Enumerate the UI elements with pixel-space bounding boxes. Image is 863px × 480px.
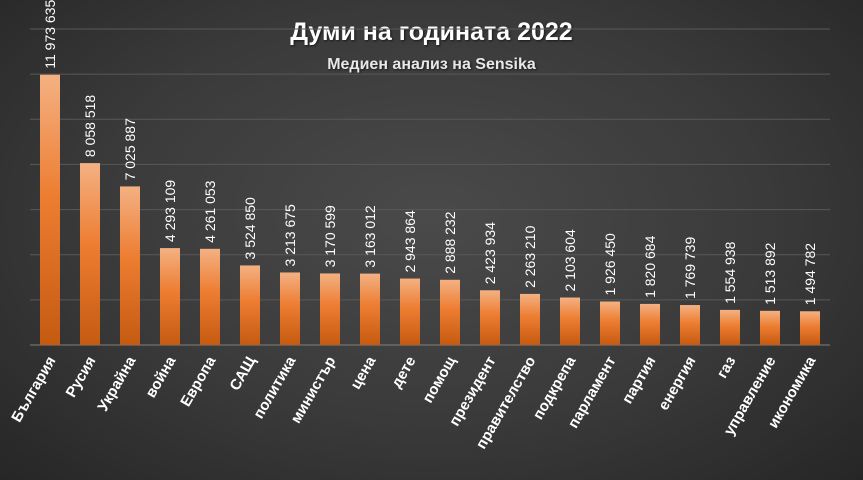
category-label-4: Европа (177, 353, 220, 410)
value-label-1: 8 058 518 (82, 95, 98, 157)
category-label-5: САЩ (226, 353, 259, 394)
value-label-16: 1 769 739 (682, 237, 698, 299)
value-label-14: 1 926 450 (602, 233, 618, 295)
category-label-2: Украйна (95, 353, 140, 414)
bar-9 (400, 278, 420, 345)
bar-17 (720, 309, 740, 345)
bar-19 (800, 311, 820, 345)
category-label-15: партия (619, 354, 660, 407)
bar-11 (480, 290, 500, 345)
bar-1 (80, 163, 100, 345)
bar-12 (520, 293, 540, 345)
bar-15 (640, 303, 660, 345)
bar-3 (160, 248, 180, 345)
category-label-10: помощ (419, 353, 459, 406)
bar-14 (600, 301, 620, 345)
chart-title: Думи на годината 2022 (290, 18, 573, 46)
bar-2 (120, 186, 140, 345)
category-label-8: цена (347, 353, 380, 392)
value-label-15: 1 820 684 (642, 235, 658, 297)
value-label-5: 3 524 850 (242, 197, 258, 259)
bar-4 (200, 248, 220, 345)
category-label-3: война (142, 353, 179, 401)
bar-6 (280, 272, 300, 345)
bar-16 (680, 305, 700, 345)
value-label-10: 2 888 232 (442, 211, 458, 273)
bar-7 (320, 273, 340, 345)
value-label-3: 4 293 109 (162, 180, 178, 242)
category-label-16: енергия (655, 354, 699, 414)
value-label-11: 2 423 934 (482, 222, 498, 284)
value-label-18: 1 513 892 (762, 242, 778, 304)
category-label-17: газ (714, 354, 740, 382)
value-label-8: 3 163 012 (362, 205, 378, 267)
value-label-4: 4 261 053 (202, 180, 218, 242)
value-label-6: 3 213 675 (282, 204, 298, 266)
value-label-13: 2 103 604 (562, 229, 578, 291)
value-label-9: 2 943 864 (402, 210, 418, 272)
value-label-12: 2 263 210 (522, 225, 538, 287)
value-label-7: 3 170 599 (322, 205, 338, 267)
bar-18 (760, 310, 780, 345)
value-label-19: 1 494 782 (802, 243, 818, 305)
chart-subtitle: Медиен анализ на Sensika (327, 56, 536, 73)
value-label-2: 7 025 887 (122, 118, 138, 180)
bar-10 (440, 279, 460, 345)
bar-13 (560, 297, 580, 345)
value-label-17: 1 554 938 (722, 241, 738, 303)
category-label-9: дете (388, 354, 419, 391)
bar-8 (360, 273, 380, 345)
category-label-1: Русия (63, 354, 100, 401)
bar-0 (40, 74, 60, 346)
category-label-0: България (8, 354, 59, 426)
bar-5 (240, 265, 260, 345)
value-label-0: 11 973 635 (42, 0, 58, 69)
